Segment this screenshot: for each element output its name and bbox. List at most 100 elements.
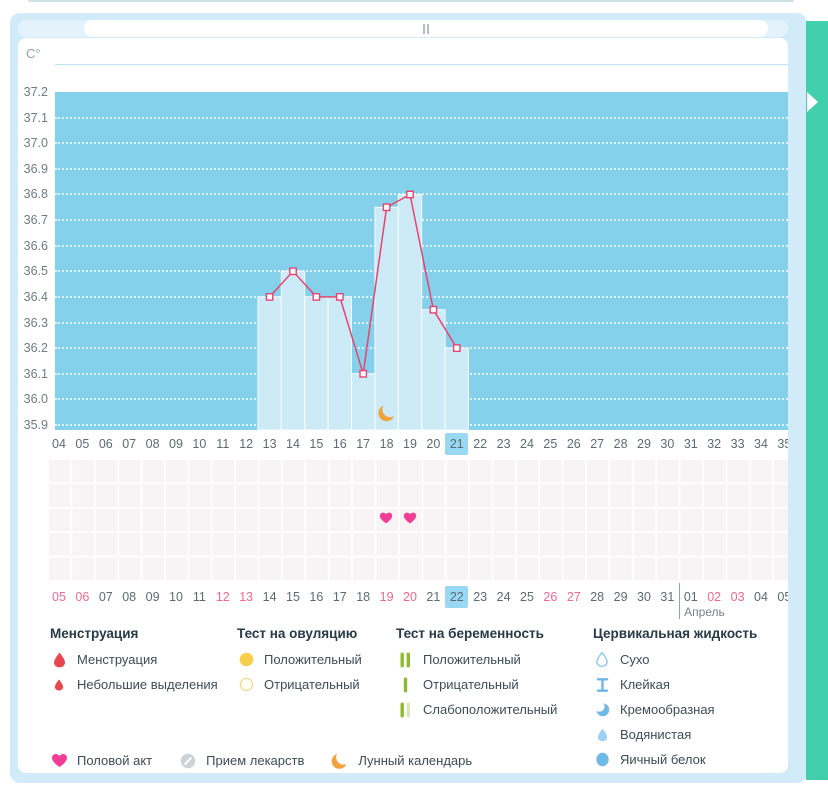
cycle-day-cell[interactable]: 08 — [145, 437, 160, 451]
gridline — [55, 116, 788, 119]
cycle-day-cell[interactable]: 20 — [426, 437, 441, 451]
y-axis-tick: 36.4 — [23, 289, 48, 304]
date-cell[interactable]: 22 — [445, 586, 469, 608]
date-cell[interactable]: 20 — [403, 590, 417, 604]
date-cell[interactable]: 31 — [660, 590, 675, 604]
date-cell[interactable]: 03 — [730, 590, 745, 604]
cycle-day-cell[interactable]: 25 — [543, 437, 558, 451]
cycle-day-cell[interactable]: 14 — [286, 437, 300, 451]
date-cell[interactable]: 28 — [590, 590, 605, 604]
date-cell[interactable]: 23 — [473, 590, 488, 604]
date-cell[interactable]: 19 — [379, 590, 394, 604]
date-cell[interactable]: 11 — [192, 590, 206, 604]
cycle-day-cell[interactable]: 12 — [239, 437, 254, 451]
date-cell[interactable]: 25 — [520, 590, 534, 604]
legend-item: Половой акт — [50, 753, 152, 768]
date-cell[interactable]: 30 — [637, 590, 651, 604]
cycle-day-cell[interactable]: 29 — [637, 437, 651, 451]
date-cell[interactable]: 13 — [239, 590, 254, 604]
scrollbar-grip-icon — [427, 23, 429, 34]
two-bars-green-icon — [396, 652, 414, 668]
cycle-day-cell[interactable]: 31 — [683, 437, 698, 451]
temp-point — [382, 203, 391, 212]
temp-point — [359, 369, 368, 378]
blood-drop-large-icon — [50, 652, 68, 668]
cycle-day-cell[interactable]: 15 — [309, 437, 324, 451]
cycle-day-cell[interactable]: 10 — [192, 437, 207, 451]
date-cell[interactable]: 05 — [777, 590, 788, 604]
cycle-day-cell[interactable]: 28 — [613, 437, 628, 451]
cycle-day-cell[interactable]: 13 — [262, 437, 277, 451]
cycle-day-cell[interactable]: 19 — [403, 437, 417, 451]
cycle-day-cell[interactable]: 16 — [332, 437, 347, 451]
two-bars-green-faded-icon — [396, 702, 414, 718]
cycle-day-cell[interactable]: 17 — [356, 437, 371, 451]
date-cell[interactable]: 10 — [169, 590, 183, 604]
month-divider — [679, 583, 681, 619]
temp-point — [406, 190, 414, 199]
cycle-day-cell[interactable]: 30 — [660, 437, 675, 451]
cycle-day-axis: 04 05 06 07 08 09 10 11 12 13 14 15 16 17 18 19 20 21 22 23… — [18, 432, 788, 456]
temp-bar — [327, 296, 353, 430]
date-cell[interactable]: 14 — [262, 590, 277, 604]
cycle-day-cell[interactable]: 11 — [216, 437, 230, 451]
cycle-day-cell[interactable]: 06 — [98, 437, 113, 451]
temp-point — [289, 267, 297, 276]
cycle-day-cell[interactable]: 05 — [75, 437, 90, 451]
cycle-day-cell[interactable]: 22 — [473, 437, 488, 451]
cycle-day-cell[interactable]: 24 — [520, 437, 534, 451]
legend-footer-row: Половой акт Прием лекарств Лунный календар… — [50, 748, 472, 773]
date-cell[interactable]: 12 — [215, 590, 230, 604]
intercourse-heart-icon[interactable] — [403, 512, 417, 525]
temp-bar — [280, 270, 306, 430]
date-cell[interactable]: 17 — [332, 590, 347, 604]
date-cell[interactable]: 09 — [145, 590, 160, 604]
next-panel-edge[interactable] — [806, 21, 828, 780]
cycle-day-cell[interactable]: 34 — [754, 437, 768, 451]
date-cell[interactable]: 18 — [356, 590, 371, 604]
events-grid[interactable] — [47, 458, 788, 580]
cycle-day-cell[interactable]: 04 — [52, 437, 66, 451]
legend-section-title: Менструация — [50, 626, 139, 641]
date-cell[interactable]: 02 — [707, 590, 722, 604]
date-cell[interactable]: 15 — [286, 590, 300, 604]
gridline — [55, 142, 788, 145]
legend-item-label: Менструация — [77, 652, 158, 667]
cycle-day-cell[interactable]: 33 — [730, 437, 745, 451]
date-cell[interactable]: 07 — [98, 590, 113, 604]
legend-item-label: Сухо — [620, 652, 650, 667]
legend-item: Менструация — [50, 647, 218, 672]
cycle-day-cell[interactable]: 23 — [496, 437, 511, 451]
cycle-day-cell[interactable]: 27 — [590, 437, 605, 451]
date-cell[interactable]: 05 — [52, 590, 66, 604]
plot-top-rule — [55, 64, 788, 65]
horizontal-scrollbar-track[interactable] — [18, 20, 788, 37]
intercourse-heart-icon[interactable] — [379, 512, 393, 525]
cycle-day-cell[interactable]: 35 — [777, 437, 788, 451]
date-cell[interactable]: 16 — [309, 590, 324, 604]
date-cell[interactable]: 08 — [122, 590, 137, 604]
cycle-day-cell[interactable]: 21 — [445, 433, 469, 455]
cycle-day-cell[interactable]: 26 — [566, 437, 581, 451]
cycle-day-cell[interactable]: 07 — [122, 437, 137, 451]
cycle-day-cell[interactable]: 09 — [169, 437, 183, 451]
legend-item-label: Водянистая — [620, 727, 692, 742]
date-cell[interactable]: 27 — [566, 590, 581, 604]
chevron-right-icon[interactable] — [807, 92, 818, 112]
legend-item: Небольшие выделения — [50, 672, 218, 697]
date-cell[interactable]: 26 — [543, 590, 558, 604]
cycle-day-cell[interactable]: 18 — [379, 437, 394, 451]
circle-outline-yellow-icon — [237, 677, 255, 692]
horizontal-scrollbar-thumb[interactable] — [84, 20, 768, 37]
date-cell[interactable]: 06 — [75, 590, 90, 604]
date-cell[interactable]: 01 — [683, 590, 698, 604]
temp-point — [452, 344, 461, 352]
date-cell[interactable]: 21 — [426, 590, 441, 604]
crescent-blue-icon — [593, 702, 611, 717]
date-cell[interactable]: 29 — [613, 590, 628, 604]
cycle-day-cell[interactable]: 32 — [707, 437, 722, 451]
moon-orange-icon — [331, 751, 350, 770]
legend-item: Водянистая — [593, 722, 757, 747]
date-cell[interactable]: 24 — [496, 590, 511, 604]
date-cell[interactable]: 04 — [754, 590, 768, 604]
